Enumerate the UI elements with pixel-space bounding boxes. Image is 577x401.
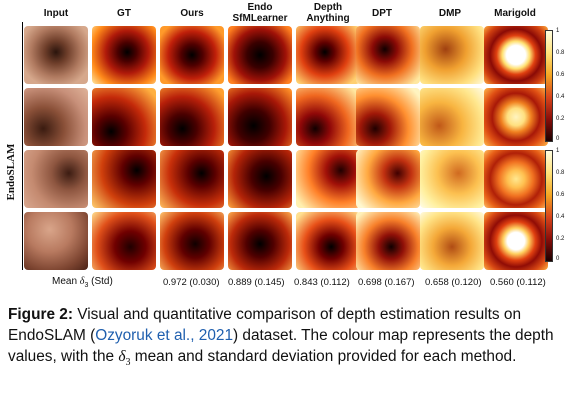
colorbar-tick: 1 <box>556 28 560 34</box>
image-depth-anything-row-4 <box>296 212 360 270</box>
image-input-row-1 <box>24 26 88 84</box>
image-dpt-row-2 <box>356 88 420 146</box>
image-dmp-row-4 <box>420 212 484 270</box>
image-input-row-3 <box>24 150 88 208</box>
image-dmp-row-3 <box>420 150 484 208</box>
col-head-input: Input <box>43 8 69 19</box>
colorbar-tick: 0.2 <box>556 116 565 122</box>
image-gt-row-2 <box>92 88 156 146</box>
image-marigold-row-1 <box>484 26 548 84</box>
colorbar-tick: 0.8 <box>556 170 565 176</box>
image-gt-row-1 <box>92 26 156 84</box>
colorbar-tick: 0 <box>556 256 560 262</box>
image-marigold-row-3 <box>484 150 548 208</box>
mean-delta-label: Mean δ3 (Std) <box>52 276 113 289</box>
image-endosfmlearner-row-1 <box>228 26 292 84</box>
caption-text-2: ) dataset. The colour map represents the… <box>8 327 554 365</box>
image-gt-row-3 <box>92 150 156 208</box>
colorbar-tick: 0 <box>556 136 560 142</box>
caption-delta: δ3 <box>118 348 131 369</box>
colorbar-bottom <box>545 150 553 262</box>
image-dpt-row-4 <box>356 212 420 270</box>
colorbar-tick: 0.4 <box>556 214 565 220</box>
image-marigold-row-2 <box>484 88 548 146</box>
col-head-marigold: Marigold <box>494 8 536 19</box>
caption-text-3: mean and standard deviation provided for… <box>130 348 517 365</box>
image-ours-row-4 <box>160 212 224 270</box>
score-depth-anything: 0.843 (0.112) <box>294 277 350 288</box>
col-head-dpt: DPT <box>372 8 392 19</box>
col-head-dmp: DMP <box>438 8 462 19</box>
image-ours-row-1 <box>160 26 224 84</box>
score-ours: 0.972 (0.030) <box>163 277 220 288</box>
caption-label: Figure 2: <box>8 306 73 323</box>
col-head-gt: GT <box>117 8 131 19</box>
colorbar-tick: 1 <box>556 148 560 154</box>
caption-text-1: Visual and quantitative comparison of de… <box>8 306 522 344</box>
colorbar-top <box>545 30 553 142</box>
row-label: EndoSLAM <box>3 82 19 262</box>
figure-caption: Figure 2: Visual and quantitative compar… <box>8 304 570 373</box>
image-input-row-4 <box>24 212 88 270</box>
score-marigold: 0.560 (0.112) <box>490 277 546 288</box>
image-gt-row-4 <box>92 212 156 270</box>
image-dpt-row-3 <box>356 150 420 208</box>
row-divider <box>22 22 23 270</box>
score-dmp: 0.658 (0.120) <box>425 277 482 288</box>
image-marigold-row-4 <box>484 212 548 270</box>
image-input-row-2 <box>24 88 88 146</box>
image-dmp-row-1 <box>420 26 484 84</box>
image-ours-row-3 <box>160 150 224 208</box>
colorbar-tick: 0.6 <box>556 192 565 198</box>
col-head-endosfmlearner: Endo SfMLearner <box>232 2 288 24</box>
image-depth-anything-row-2 <box>296 88 360 146</box>
caption-citation[interactable]: Ozyoruk et al., 2021 <box>95 327 233 344</box>
image-endosfmlearner-row-2 <box>228 88 292 146</box>
image-dmp-row-2 <box>420 88 484 146</box>
image-dpt-row-1 <box>356 26 420 84</box>
colorbar-tick: 0.6 <box>556 72 565 78</box>
image-depth-anything-row-3 <box>296 150 360 208</box>
image-ours-row-2 <box>160 88 224 146</box>
score-endosfmlearner: 0.889 (0.145) <box>228 277 285 288</box>
image-endosfmlearner-row-4 <box>228 212 292 270</box>
colorbar-tick: 0.8 <box>556 50 565 56</box>
score-dpt: 0.698 (0.167) <box>358 277 415 288</box>
col-head-depth-anything: Depth Anything <box>306 2 350 24</box>
image-endosfmlearner-row-3 <box>228 150 292 208</box>
colorbar-tick: 0.4 <box>556 94 565 100</box>
row-label-text: EndoSLAM <box>5 143 17 201</box>
image-depth-anything-row-1 <box>296 26 360 84</box>
colorbar-tick: 0.2 <box>556 236 565 242</box>
col-head-ours: Ours <box>180 8 204 19</box>
